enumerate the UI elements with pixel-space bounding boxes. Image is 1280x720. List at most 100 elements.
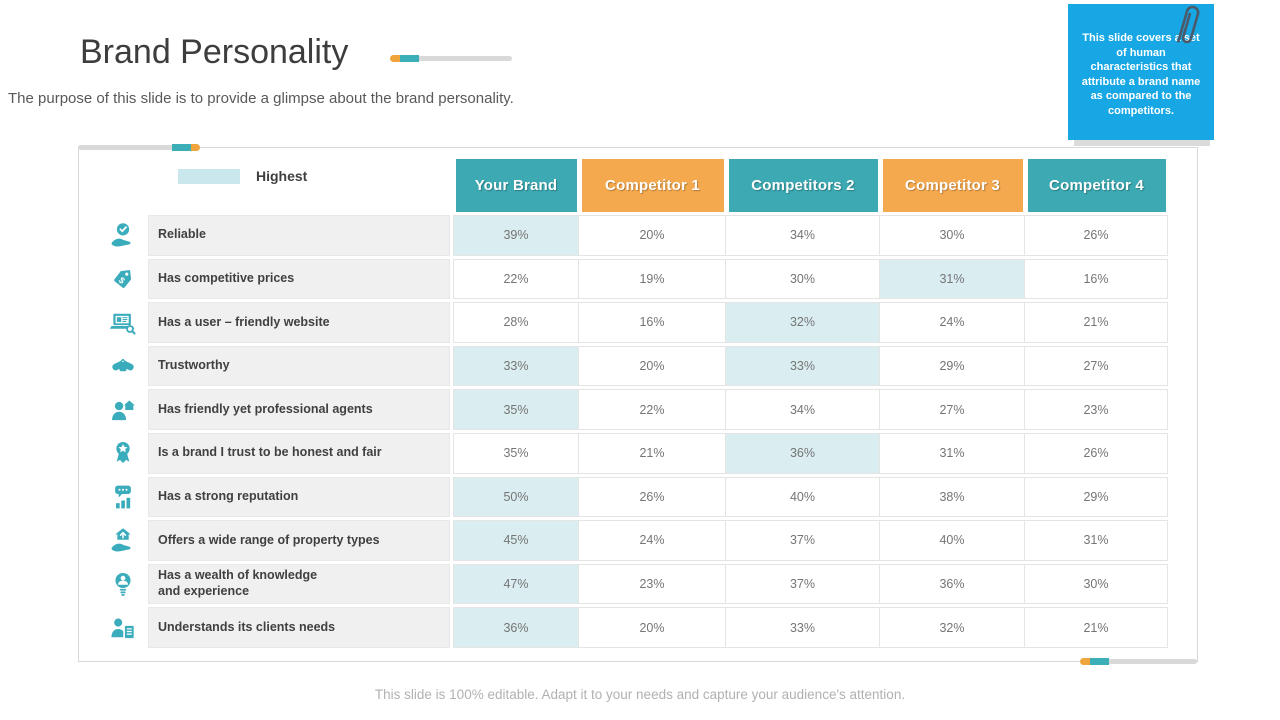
attribute-label-cell: Is a brand I trust to be honest and fair [148, 432, 450, 474]
value-cell: 23% [1025, 389, 1168, 430]
value-cell: 36% [880, 563, 1025, 605]
decor-teal-segment [1090, 658, 1109, 665]
price-tag-icon: .st{stroke:currentColor}$ [114, 269, 132, 288]
column-header-competitors-2: Competitors 2 [728, 159, 878, 212]
decor-orange-segment [390, 55, 400, 62]
decor-teal-segment [400, 55, 419, 62]
value-cell: 28% [453, 302, 579, 343]
attribute-label-cell: Trustworthy [148, 345, 450, 387]
value-cell: 40% [880, 520, 1025, 561]
table-header-row: Your Brand Competitor 1 Competitors 2 Compe… [98, 159, 1168, 212]
attribute-label-cell: Has friendly yet professional agents [148, 389, 450, 430]
property-hand-house-icon: .st{stroke:currentColor} [111, 528, 131, 552]
attribute-label-cell: Has a user – friendly website [148, 302, 450, 343]
table-row: .st{stroke:currentColor} Has a strong rep… [98, 476, 1168, 518]
reputation-chart-icon: .st{stroke:currentColor} [115, 485, 131, 509]
value-cell: 33% [726, 345, 880, 387]
table-row: .st{stroke:currentColor} Is a brand I tru… [98, 432, 1168, 474]
panel-decor-bottom-right [1080, 658, 1197, 665]
value-cell: 32% [726, 302, 880, 343]
value-cell: 33% [453, 345, 579, 387]
value-cell: 21% [579, 432, 726, 474]
value-cell: 24% [880, 302, 1025, 343]
value-cell: 35% [453, 389, 579, 430]
table-row: .st{stroke:currentColor} Has friendly yet… [98, 389, 1168, 430]
value-cell: 23% [579, 563, 726, 605]
value-cell: 34% [726, 215, 880, 256]
sticky-note-shadow [1074, 140, 1210, 146]
value-cell: 32% [880, 607, 1025, 648]
column-header-competitor-4: Competitor 4 [1027, 159, 1166, 212]
attribute-label-cell: Has a wealth of knowledge and experience [148, 563, 450, 605]
value-cell: 50% [453, 476, 579, 518]
value-cell: 29% [880, 345, 1025, 387]
value-cell: 20% [579, 607, 726, 648]
value-cell: 30% [880, 215, 1025, 256]
award-ribbon-icon: .st{stroke:currentColor} [116, 442, 130, 464]
sticky-note-text: This slide covers a set of human charact… [1081, 32, 1201, 117]
paperclip-icon [1177, 5, 1200, 44]
value-cell: 31% [880, 432, 1025, 474]
value-cell: 34% [726, 389, 880, 430]
table-row: .st{stroke:currentColor}$ Has competitive… [98, 258, 1168, 300]
attribute-label-cell: Reliable [148, 215, 450, 256]
value-cell: 20% [579, 215, 726, 256]
decor-gray-segment [419, 56, 512, 61]
value-cell: 36% [453, 607, 579, 648]
laptop-search-icon: .st{stroke:currentColor} [109, 314, 136, 336]
comparison-table: Your Brand Competitor 1 Competitors 2 Compe… [98, 159, 1168, 651]
legend-highest-label: Highest [256, 168, 308, 184]
decor-orange-segment [191, 144, 200, 151]
handshake-icon: .st{stroke:currentColor} [112, 358, 134, 372]
value-cell: 45% [453, 520, 579, 561]
value-cell: 26% [579, 476, 726, 518]
value-cell: 31% [1025, 520, 1168, 561]
page-title: Brand Personality [80, 33, 349, 71]
attribute-label-cell: Understands its clients needs [148, 607, 450, 648]
value-cell: 30% [1025, 563, 1168, 605]
attribute-label-cell: Has a strong reputation [148, 476, 450, 518]
value-cell: 30% [726, 258, 880, 300]
value-cell: 19% [579, 258, 726, 300]
value-cell: 37% [726, 520, 880, 561]
decor-gray-segment [78, 145, 172, 150]
footer-note: This slide is 100% editable. Adapt it to… [374, 687, 906, 702]
agent-house-icon: .st{stroke:currentColor} [112, 400, 135, 420]
value-cell: 39% [453, 215, 579, 256]
decor-orange-segment [1080, 658, 1090, 665]
value-cell: 35% [453, 432, 579, 474]
value-cell: 26% [1025, 215, 1168, 256]
value-cell: 24% [579, 520, 726, 561]
panel-decor-top-left [78, 144, 200, 151]
table-row: .st{stroke:currentColor} Reliable39%20%34… [98, 215, 1168, 256]
value-cell: 37% [726, 563, 880, 605]
value-cell: 40% [726, 476, 880, 518]
table-body: .st{stroke:currentColor}Reliable39%20%34… [98, 215, 1168, 648]
attribute-label-cell: Offers a wide range of property types [148, 520, 450, 561]
value-cell: 16% [579, 302, 726, 343]
value-cell: 27% [880, 389, 1025, 430]
slide-subtitle: The purpose of this slide is to provide … [8, 90, 514, 107]
value-cell: 16% [1025, 258, 1168, 300]
table-row: .st{stroke:currentColor} Understands its … [98, 607, 1168, 648]
table-row: .st{stroke:currentColor} Offers a wide ra… [98, 520, 1168, 561]
value-cell: 29% [1025, 476, 1168, 518]
knowledge-bulb-icon: .st{stroke:currentColor} [115, 573, 131, 596]
value-cell: 21% [1025, 607, 1168, 648]
sticky-note: This slide covers a set of human charact… [1068, 4, 1214, 140]
reliability-clock-hand-icon: .st{stroke:currentColor} [111, 223, 131, 247]
table-row: .st{stroke:currentColor}Trustworthy33%20… [98, 345, 1168, 387]
value-cell: 21% [1025, 302, 1168, 343]
column-header-competitor-1: Competitor 1 [581, 159, 724, 212]
legend-highest-swatch [178, 168, 240, 184]
legend: Highest [178, 168, 307, 184]
title-underline-decor [390, 55, 512, 62]
svg-text:$: $ [117, 275, 127, 286]
value-cell: 20% [579, 345, 726, 387]
column-header-competitor-3: Competitor 3 [882, 159, 1023, 212]
value-cell: 38% [880, 476, 1025, 518]
value-cell: 22% [579, 389, 726, 430]
value-cell: 26% [1025, 432, 1168, 474]
client-needs-icon: .st{stroke:currentColor} [111, 618, 134, 638]
